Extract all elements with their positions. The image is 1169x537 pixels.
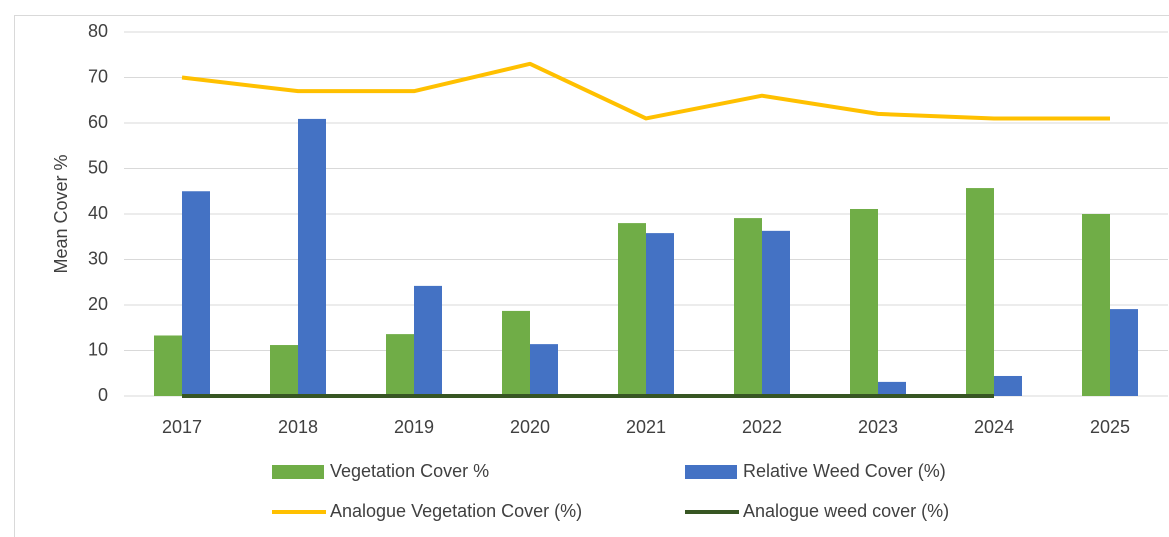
bar [618, 223, 646, 396]
y-tick-label: 70 [88, 66, 108, 86]
x-tick-label: 2023 [858, 417, 898, 437]
bar [966, 188, 994, 396]
bar [182, 191, 210, 396]
legend-label: Analogue weed cover (%) [743, 501, 949, 521]
legend-swatch [685, 465, 737, 479]
legend-swatch [272, 465, 324, 479]
y-tick-label: 50 [88, 157, 108, 177]
y-tick-label: 20 [88, 294, 108, 314]
y-tick-label: 60 [88, 112, 108, 132]
x-tick-label: 2019 [394, 417, 434, 437]
y-tick-label: 40 [88, 203, 108, 223]
legend-label: Analogue Vegetation Cover (%) [330, 501, 582, 521]
x-tick-label: 2022 [742, 417, 782, 437]
bar [878, 381, 906, 396]
bar [298, 118, 326, 396]
chart-frame [14, 15, 1169, 537]
bar [386, 334, 414, 396]
y-tick-label: 0 [98, 385, 108, 405]
line [181, 61, 1110, 121]
legend-label: Vegetation Cover % [330, 461, 489, 481]
bar [994, 375, 1022, 396]
x-tick-label: 2025 [1090, 417, 1130, 437]
bar [502, 310, 530, 396]
x-tick-label: 2021 [626, 417, 666, 437]
x-tick-label: 2020 [510, 417, 550, 437]
y-tick-label: 30 [88, 248, 108, 268]
bar [1110, 309, 1138, 396]
y-tick-label: 80 [88, 21, 108, 41]
bar [270, 345, 298, 396]
y-axis-label: Mean Cover % [51, 154, 71, 273]
bar [530, 344, 558, 396]
legend-label: Relative Weed Cover (%) [743, 461, 946, 481]
bar [414, 285, 442, 396]
bar [850, 208, 878, 396]
bar [734, 218, 762, 396]
x-tick-label: 2024 [974, 417, 1014, 437]
bar [154, 335, 182, 396]
bar [1082, 214, 1110, 396]
y-tick-label: 10 [88, 339, 108, 359]
bar [646, 233, 674, 396]
x-tick-label: 2017 [162, 417, 202, 437]
x-tick-label: 2018 [278, 417, 318, 437]
bar [762, 230, 790, 396]
